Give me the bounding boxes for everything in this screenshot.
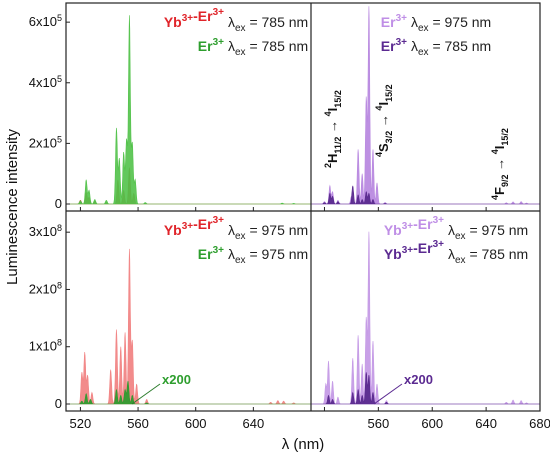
spectrum-series-top-left-1 [66, 15, 311, 205]
y-tick-label: 2x108 [29, 280, 62, 296]
x-tick-label: 560 [368, 416, 390, 431]
legend-excitation: λex = 975 nm [228, 246, 308, 266]
legend-excitation: λex = 785 nm [411, 38, 491, 58]
legend-excitation: λex = 975 nm [411, 14, 491, 34]
legend-ion: Er3+ [381, 37, 407, 54]
x-tick-label: 600 [421, 416, 443, 431]
transition-label-4S3/2: 4S3/2 → 4I15/2 [374, 84, 394, 157]
y-tick-label: 0 [55, 396, 62, 411]
spectrum-series-top-left-0 [66, 167, 311, 205]
x200-pointer-left [131, 383, 161, 405]
legend-excitation: λex = 785 nm [228, 38, 308, 58]
x200-label-left: x200 [162, 372, 191, 387]
y-tick-label: 4x105 [29, 74, 62, 90]
transition-label-4F9/2: 4F9/2 → 4I15/2 [490, 128, 510, 200]
y-tick-label: 2x105 [29, 134, 62, 150]
plot-area-bottom-right [311, 231, 540, 405]
plot-frame [65, 2, 541, 412]
legend-excitation: λex = 785 nm [448, 246, 528, 266]
spectrum-series-bottom-right-1 [311, 372, 540, 405]
legend-ion: Yb3+-Er3+ [384, 215, 444, 238]
x-tick-label: 640 [243, 416, 265, 431]
y-tick-label: 0 [55, 196, 62, 211]
x-tick-label: 680 [529, 416, 550, 431]
y-tick-label: 6x105 [29, 13, 62, 29]
legend-ion: Er3+ [198, 37, 224, 54]
legend-ion: Er3+ [198, 245, 224, 262]
legend-ion: Yb3+-Er3+ [164, 215, 224, 238]
x-tick-label: 520 [70, 416, 92, 431]
legend-ion: Er3+ [381, 13, 407, 30]
y-tick-label: 3x108 [29, 223, 62, 239]
transition-label-2H11/2: 2H11/2 → 4I15/2 [323, 90, 343, 168]
x200-pointer-right [373, 383, 403, 405]
x200-label-right: x200 [404, 372, 433, 387]
x-tick-label: 640 [475, 416, 497, 431]
x-axis-label: λ (nm) [282, 436, 325, 453]
plot-area-top-left [66, 15, 311, 205]
legend-ion: Yb3+-Er3+ [384, 239, 444, 262]
spectrum-series-bottom-left-1 [66, 380, 311, 405]
legend-excitation: λex = 975 nm [448, 222, 528, 242]
legend-excitation: λex = 975 nm [228, 222, 308, 242]
legend-ion: Yb3+-Er3+ [164, 7, 224, 30]
spectrum-series-top-right-1 [311, 185, 540, 205]
x-tick-label: 600 [185, 416, 207, 431]
y-axis-label: Luminescence intensity [4, 129, 21, 285]
x-tick-label: 560 [127, 416, 149, 431]
plot-area-bottom-left [66, 248, 311, 405]
plot-area-top-right [311, 6, 540, 205]
y-tick-label: 1x108 [29, 338, 62, 354]
legend-excitation: λex = 785 nm [228, 14, 308, 34]
